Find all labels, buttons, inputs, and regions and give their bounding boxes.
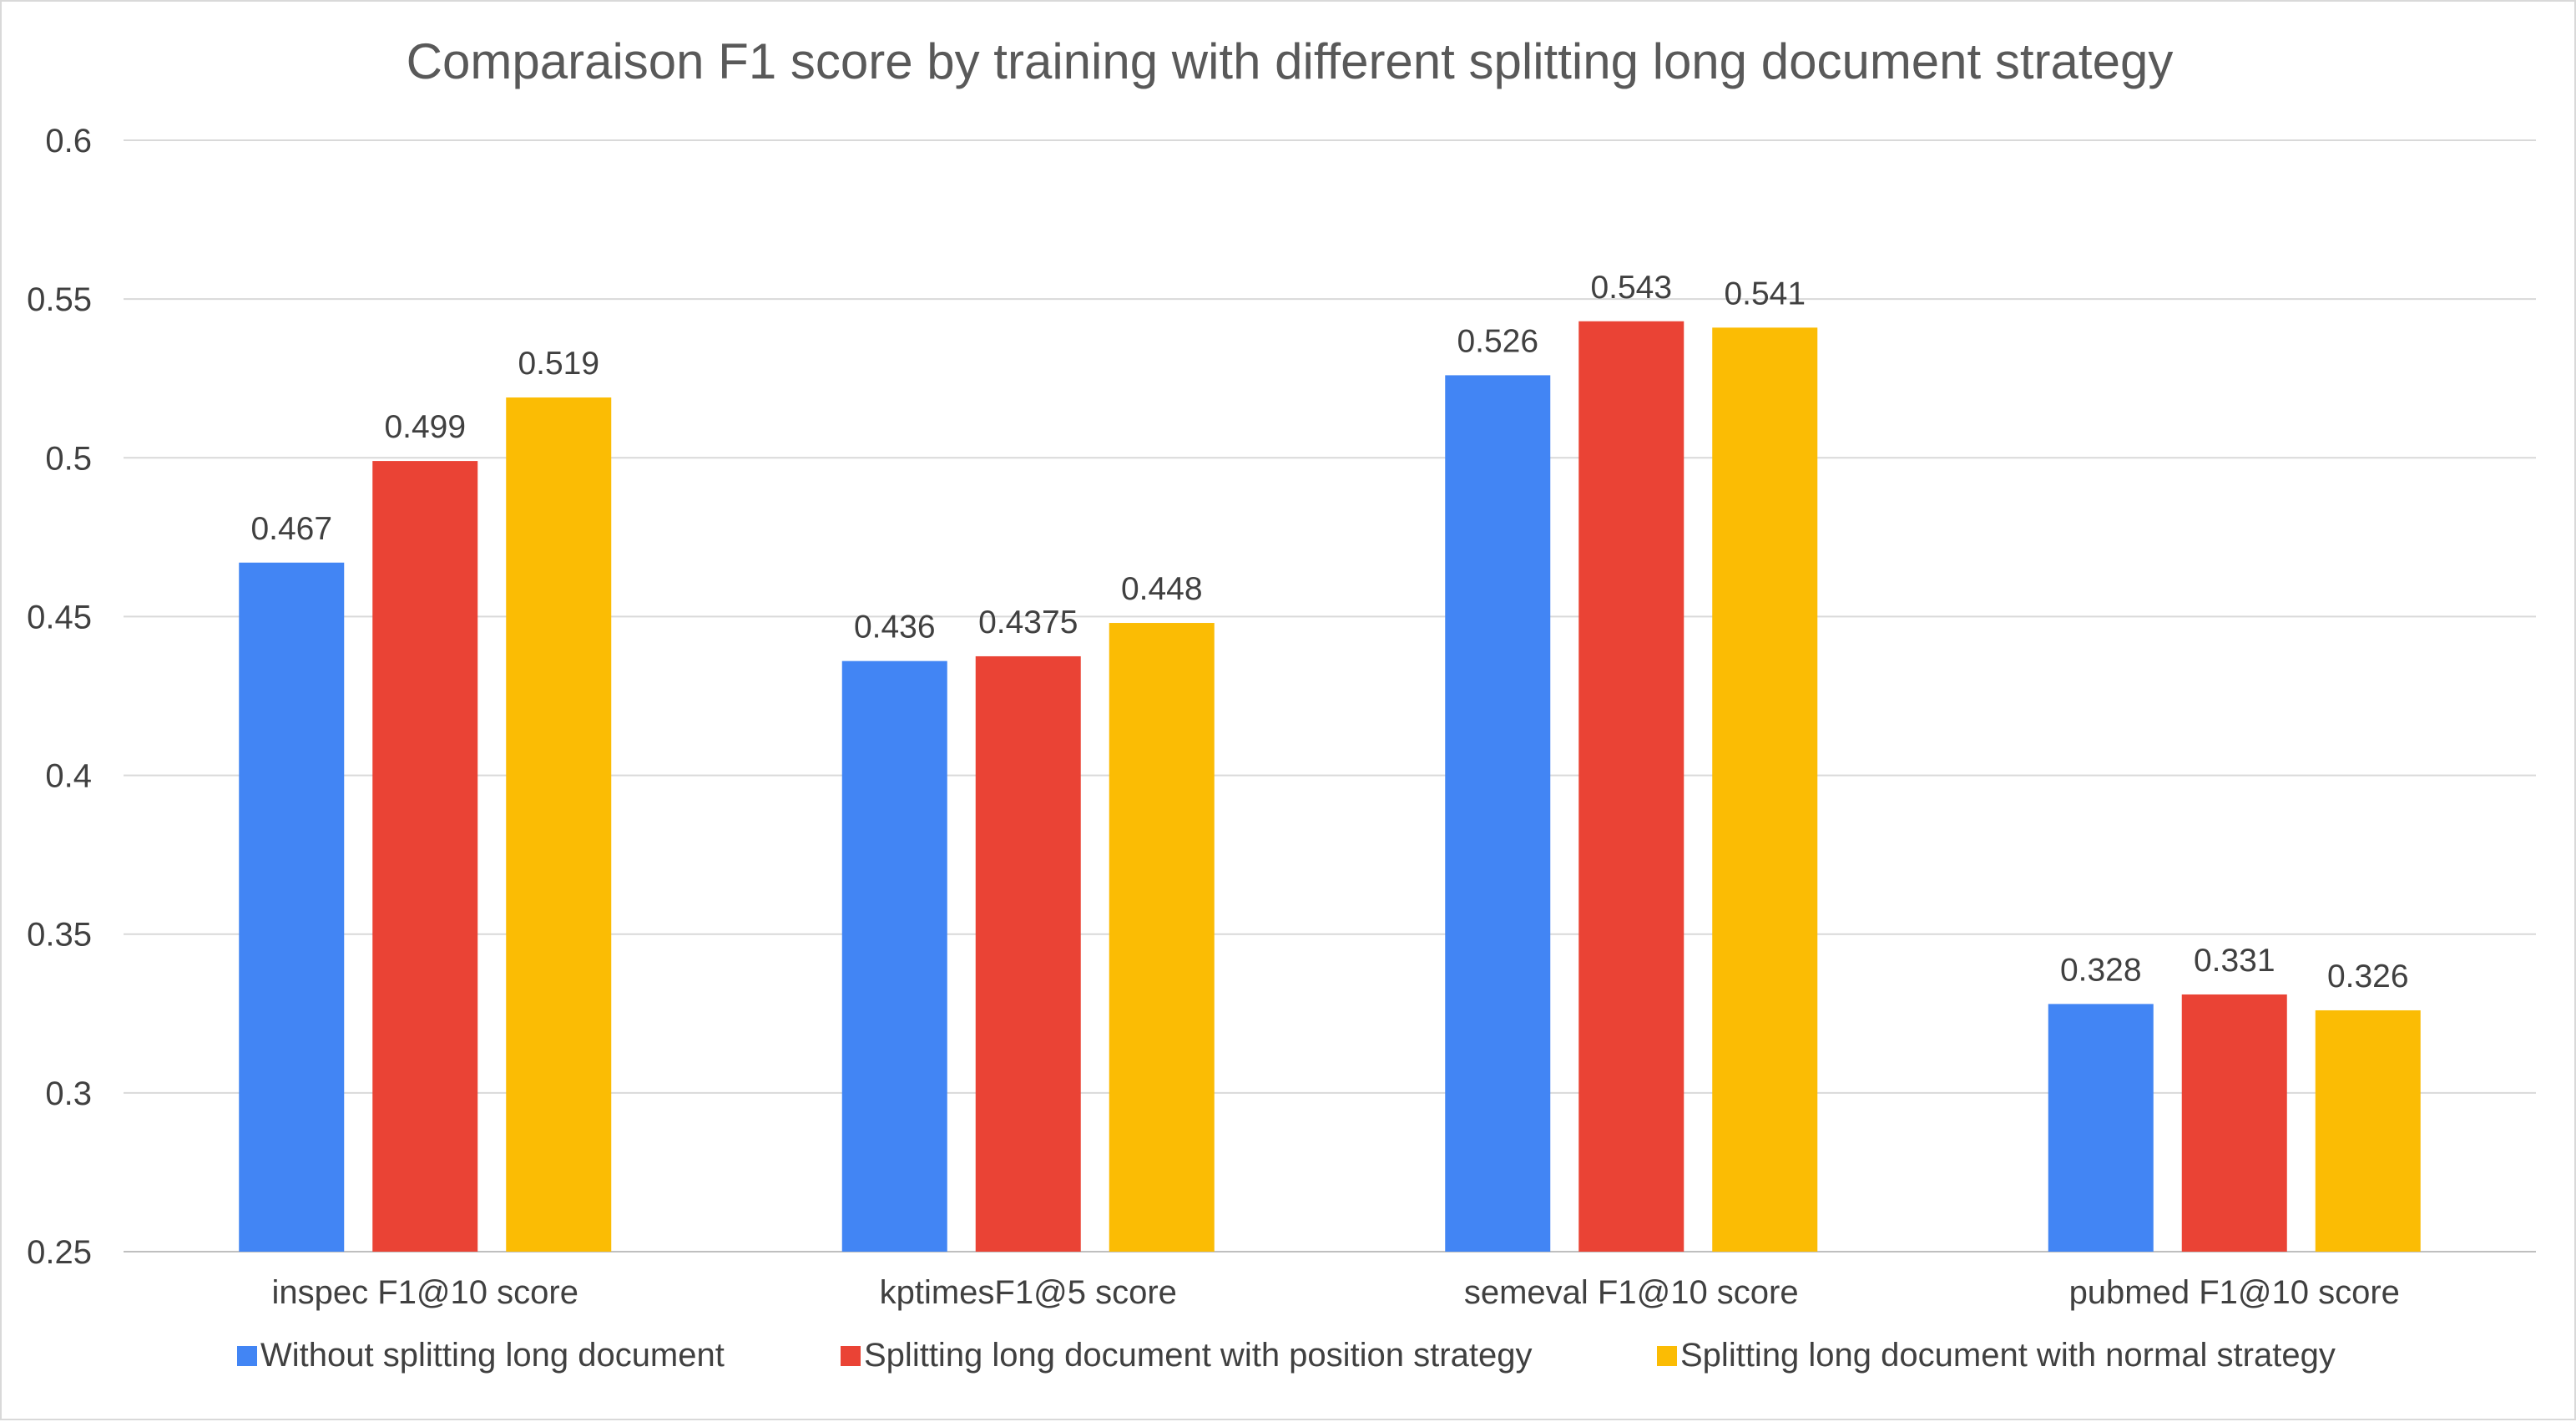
legend: Without splitting long document Splitting… [237, 1337, 2336, 1374]
x-axis-category-labels: inspec F1@10 score kptimesF1@5 score semev… [272, 1274, 2400, 1311]
bar [372, 461, 478, 1252]
y-tick-label: 0.35 [27, 917, 92, 954]
y-tick-label: 0.55 [27, 281, 92, 318]
data-label: 0.436 [854, 610, 936, 645]
x-category-label: inspec F1@10 score [272, 1274, 578, 1311]
data-label: 0.519 [518, 346, 599, 382]
data-label: 0.331 [2194, 943, 2275, 979]
bar [975, 655, 1081, 1252]
bar [2181, 994, 2287, 1252]
data-label: 0.326 [2327, 959, 2409, 994]
data-labels: 0.467 0.499 0.519 0.436 0.4375 0.448 0.526 0.54… [250, 270, 2408, 994]
data-label: 0.4375 [978, 605, 1078, 640]
data-label: 0.448 [1121, 571, 1203, 607]
bar [841, 660, 947, 1252]
legend-swatch [1657, 1346, 1677, 1366]
x-category-label: pubmed F1@10 score [2069, 1274, 2400, 1311]
legend-swatch [237, 1346, 257, 1366]
data-label: 0.467 [250, 511, 332, 547]
legend-label: Without splitting long document [260, 1337, 725, 1374]
data-label: 0.543 [1590, 270, 1672, 306]
y-tick-label: 0.5 [45, 440, 92, 477]
legend-swatch [841, 1346, 861, 1366]
bar [2048, 1004, 2154, 1252]
bar [1445, 375, 1551, 1252]
legend-label: Splitting long document with normal stra… [1680, 1337, 2336, 1374]
y-axis-tick-labels: 0.25 0.3 0.35 0.4 0.45 0.5 0.55 0.6 [27, 123, 92, 1271]
bar [1109, 623, 1215, 1252]
y-tick-label: 0.45 [27, 599, 92, 635]
bar [1578, 321, 1685, 1252]
data-label: 0.499 [384, 409, 466, 445]
bar [2315, 1010, 2421, 1252]
data-label: 0.526 [1457, 323, 1538, 359]
bars [239, 321, 2421, 1252]
gridlines [124, 139, 2536, 1252]
data-label: 0.541 [1724, 276, 1806, 311]
bar [1712, 327, 1818, 1252]
bar [239, 562, 345, 1252]
y-tick-label: 0.3 [45, 1075, 92, 1112]
legend-label: Splitting long document with position st… [864, 1337, 1532, 1374]
data-label: 0.328 [2060, 952, 2142, 988]
y-tick-label: 0.25 [27, 1234, 92, 1271]
x-category-label: semeval F1@10 score [1464, 1274, 1799, 1311]
chart-title: Comparaison F1 score by training with di… [407, 33, 2174, 89]
y-tick-label: 0.4 [45, 758, 92, 795]
bar [506, 397, 612, 1252]
y-tick-label: 0.6 [45, 123, 92, 159]
x-category-label: kptimesF1@5 score [880, 1274, 1177, 1311]
